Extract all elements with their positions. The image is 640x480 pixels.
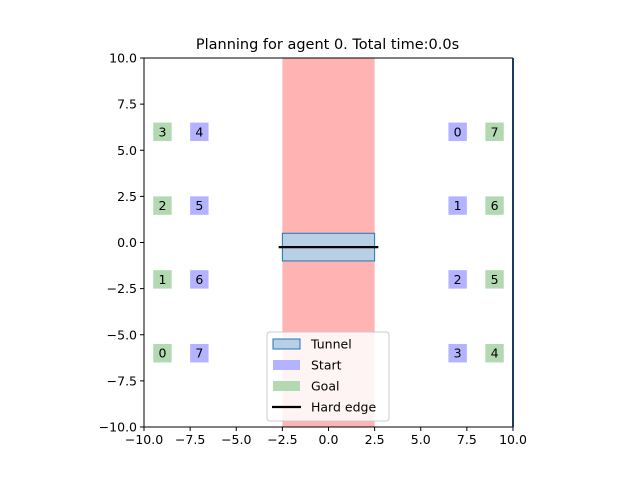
y-tick-label: 10.0 xyxy=(109,51,137,66)
legend-label-start: Start xyxy=(311,358,342,373)
goal-marker xyxy=(153,122,172,142)
legend-box xyxy=(266,331,390,422)
x-tick-label: 7.5 xyxy=(457,432,477,447)
x-tick-label: 2.5 xyxy=(365,432,385,447)
y-tick-label: −10.0 xyxy=(99,420,137,435)
start-marker xyxy=(190,122,209,142)
y-tick-label: 7.5 xyxy=(117,97,137,112)
goal-label: 6 xyxy=(491,198,499,213)
y-tick-label: 0.0 xyxy=(117,235,137,250)
chart-title: Planning for agent 0. Total time:0.0s xyxy=(196,37,459,53)
y-tick-label: −2.5 xyxy=(107,281,137,296)
start-label: 2 xyxy=(454,272,462,287)
y-tick-label: −5.0 xyxy=(107,327,137,342)
legend: Tunnel Start Goal Hard edge xyxy=(266,331,390,422)
goal-marker xyxy=(485,343,504,363)
start-marker xyxy=(448,343,467,363)
legend-label-goal: Goal xyxy=(311,379,339,394)
start-marker xyxy=(448,196,467,215)
start-marker xyxy=(190,270,209,289)
legend-label-hard-edge: Hard edge xyxy=(311,400,376,415)
start-label: 0 xyxy=(454,124,462,139)
goal-marker xyxy=(485,122,504,142)
goal-marker xyxy=(485,196,504,215)
x-tick-label: 10.0 xyxy=(499,432,527,447)
start-label: 4 xyxy=(195,124,203,139)
start-marker xyxy=(190,343,209,363)
x-tick-label: 0.0 xyxy=(319,432,339,447)
legend-swatch-goal xyxy=(273,381,300,391)
goal-label: 3 xyxy=(158,124,166,139)
y-tick-label: 5.0 xyxy=(117,143,137,158)
start-marker xyxy=(190,196,209,215)
x-tick-label: −10.0 xyxy=(125,432,163,447)
y-tick-label: 2.5 xyxy=(117,189,137,204)
y-tick-label: −7.5 xyxy=(107,373,137,388)
start-label: 6 xyxy=(195,272,203,287)
x-tick-label: 5.0 xyxy=(411,432,431,447)
goal-marker xyxy=(153,270,172,289)
goal-label: 5 xyxy=(491,272,499,287)
x-tick-label: −7.5 xyxy=(175,432,205,447)
marker-layer: 0 1 2 3 4 5 6 7 0 1 2 3 4 5 6 7 xyxy=(153,122,504,363)
tunnel-layer xyxy=(278,232,379,262)
x-tick-label: −2.5 xyxy=(267,432,297,447)
legend-swatch-start xyxy=(273,360,300,370)
start-marker xyxy=(448,270,467,289)
goal-marker xyxy=(485,270,504,289)
goal-label: 2 xyxy=(158,198,166,213)
x-tick-label: −5.0 xyxy=(221,432,251,447)
goal-label: 1 xyxy=(158,272,166,287)
legend-label-tunnel: Tunnel xyxy=(310,337,352,352)
start-label: 7 xyxy=(195,346,203,361)
axes-layer: −10.0 −7.5 −5.0 −2.5 0.0 2.5 5.0 7.5 10.010.07.5… xyxy=(99,51,527,448)
start-label: 1 xyxy=(454,198,462,213)
legend-swatch-tunnel xyxy=(272,338,301,350)
goal-marker xyxy=(153,343,172,363)
start-label: 5 xyxy=(195,198,203,213)
goal-marker xyxy=(153,196,172,215)
start-marker xyxy=(448,122,467,142)
start-label: 3 xyxy=(454,346,462,361)
goal-label: 4 xyxy=(491,346,499,361)
goal-label: 7 xyxy=(491,124,499,139)
goal-label: 0 xyxy=(158,346,166,361)
